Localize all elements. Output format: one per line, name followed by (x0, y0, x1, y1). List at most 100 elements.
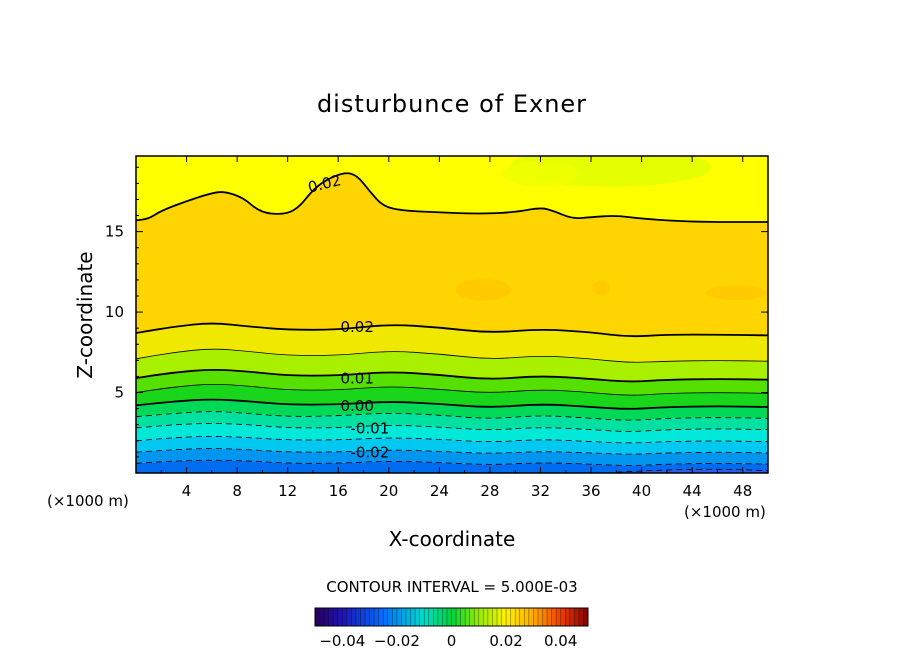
colorbar-segment (537, 608, 543, 626)
contour-line-11 (616, 468, 768, 473)
colorbar-tick-label: 0.02 (489, 632, 522, 650)
colorbar-segment (333, 608, 339, 626)
contour-line-0 (136, 172, 768, 223)
colorbar-segment (542, 608, 548, 626)
colorbar-segment (547, 608, 552, 626)
colorbar (314, 607, 589, 627)
colorbar-segment (451, 608, 457, 626)
contour-line-3 (136, 368, 768, 383)
colorbar-segment (355, 608, 361, 626)
contour-line-8 (136, 436, 768, 444)
colorbar-segment (569, 608, 575, 626)
x-tick-label: 12 (278, 482, 297, 500)
y-tick-label: 10 (105, 303, 124, 321)
contour-band-4 (136, 369, 768, 396)
x-unit-left: (×1000 m) (47, 492, 129, 510)
colorbar-segment (387, 608, 393, 626)
contour-blob-2 (706, 285, 767, 301)
x-axis-ticks: 4 8 12 16 20 24 28 32 36 40 44 48 (160, 156, 752, 500)
colorbar-segment (578, 608, 584, 626)
colorbar-segment (415, 608, 420, 626)
colorbar-segment (392, 608, 398, 626)
colorbar-segment (474, 608, 480, 626)
colorbar-segment (342, 608, 348, 626)
colorbar-segment (465, 608, 470, 626)
contour-label-3: 0.00 (340, 397, 373, 415)
x-tick-label: 40 (632, 482, 651, 500)
contour-fill (136, 156, 768, 473)
colorbar-segment (442, 608, 448, 626)
colorbar-segment (501, 608, 507, 626)
colorbar-tick-label: 0.04 (544, 632, 577, 650)
contour-lines (136, 172, 768, 473)
colorbar-segment (383, 608, 389, 626)
colorbar-segment (424, 608, 430, 626)
colorbar-segment (406, 608, 411, 626)
colorbar-segment (556, 608, 561, 626)
y-axis-ticks: 5 10 15 (105, 166, 768, 458)
contour-label-2: 0.01 (340, 370, 373, 388)
colorbar-segment (437, 608, 443, 626)
x-tick-label: 48 (733, 482, 752, 500)
colorbar-segment (456, 608, 461, 626)
contour-band-8 (136, 423, 768, 443)
colorbar-segment (565, 608, 571, 626)
contour-line-9 (136, 448, 768, 455)
colorbar-segment (337, 608, 343, 626)
colorbar-segment (551, 608, 557, 626)
colorbar-segment (497, 608, 502, 626)
colorbar-segment (428, 608, 434, 626)
contour-line-4 (136, 383, 768, 396)
colorbar-segment (324, 608, 329, 626)
colorbar-tick-label: 0 (447, 632, 457, 650)
colorbar-tick-label: −0.04 (319, 632, 365, 650)
y-axis-label: Z-coordinate (73, 251, 97, 378)
contour-band-7 (136, 411, 768, 432)
colorbar-segment (319, 608, 325, 626)
colorbar-segment (351, 608, 357, 626)
x-tick-label: 16 (329, 482, 348, 500)
colorbar-segment (510, 608, 516, 626)
colorbar-segment (374, 608, 379, 626)
colorbar-segment (369, 608, 375, 626)
colorbar-segment (478, 608, 484, 626)
x-tick-label: 24 (430, 482, 449, 500)
contour-band-10 (136, 448, 768, 466)
colorbar-segment (515, 608, 521, 626)
colorbar-segment (487, 608, 493, 626)
colorbar-segment (574, 608, 580, 626)
colorbar-tick-label: −0.02 (374, 632, 420, 650)
colorbar-segment (583, 608, 589, 626)
contour-label-1: 0.02 (340, 318, 373, 336)
colorbar-frame (314, 607, 589, 627)
x-tick-label: 32 (531, 482, 550, 500)
y-tick-label: 15 (105, 223, 124, 241)
contour-line-2 (136, 348, 768, 363)
y-tick-label: 5 (114, 384, 124, 402)
x-tick-label: 8 (232, 482, 242, 500)
contour-line-1 (136, 322, 768, 338)
contour-band-3 (136, 349, 768, 382)
contour-interval: CONTOUR INTERVAL = 5.000E-03 (326, 578, 577, 596)
colorbar-segment (346, 608, 352, 626)
contour-band-11 (136, 460, 768, 473)
contour-line-5 (136, 398, 768, 410)
colorbar-segment (492, 608, 498, 626)
colorbar-segment (446, 608, 452, 626)
x-unit-right: (×1000 m) (684, 503, 766, 521)
colorbar-segment (419, 608, 425, 626)
contour-line-7 (136, 423, 768, 432)
contour-line-6 (136, 411, 768, 421)
x-tick-label: 28 (480, 482, 499, 500)
colorbar-segment (365, 608, 370, 626)
contour-blob-0 (455, 278, 512, 301)
contour-band-1 (136, 173, 768, 337)
colorbar-segment (533, 608, 539, 626)
x-tick-label: 44 (683, 482, 702, 500)
x-tick-label: 20 (379, 482, 398, 500)
x-tick-label: 4 (182, 482, 192, 500)
colorbar-segment (519, 608, 525, 626)
colorbar-segment (378, 608, 384, 626)
colorbar-segment (433, 608, 439, 626)
